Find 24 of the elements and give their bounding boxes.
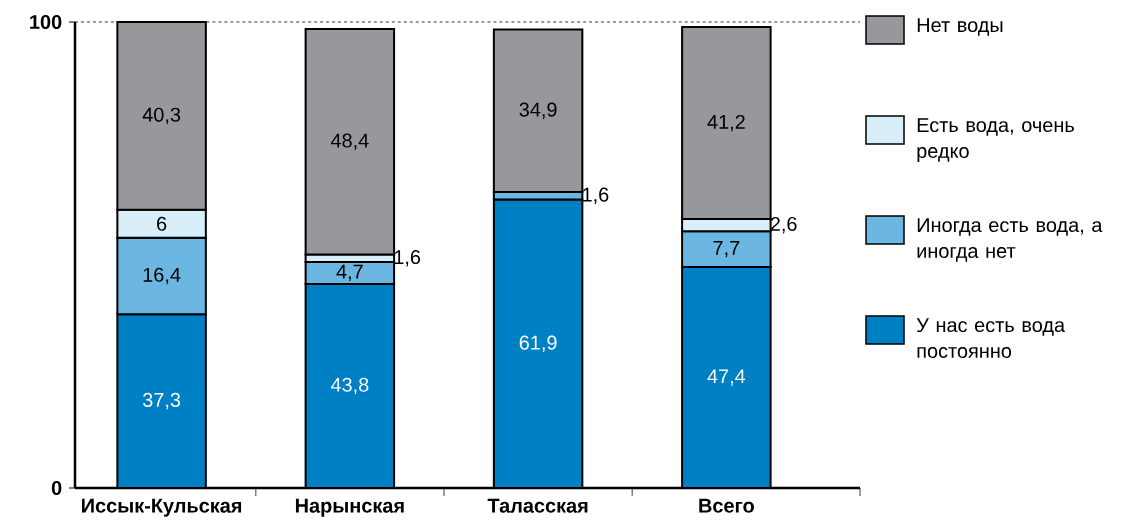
data-label: 16,4 xyxy=(143,267,181,285)
legend-label: Есть вода, очень редко xyxy=(917,118,1074,162)
x-tick-label: Всего xyxy=(699,498,754,513)
data-label: 40,3 xyxy=(142,107,181,125)
data-label: 4,7 xyxy=(336,264,363,282)
data-label: 1,6 xyxy=(394,250,421,267)
data-label: 41,2 xyxy=(707,114,745,132)
y-tick-label: 0 xyxy=(51,480,62,496)
data-label: 48,4 xyxy=(330,133,369,150)
data-label: 7,7 xyxy=(713,241,740,258)
x-tick-label: Таласская xyxy=(487,498,588,513)
data-label: 61,9 xyxy=(519,335,557,352)
x-tick-label: Иссык-Кульская xyxy=(82,498,242,517)
y-tick-label: 100 xyxy=(30,14,62,30)
data-label: 43,8 xyxy=(330,377,369,395)
data-label: 34,9 xyxy=(519,102,557,119)
data-label: 37,3 xyxy=(142,392,181,410)
legend-label: Нет воды xyxy=(917,18,1003,36)
data-label: 1,6 xyxy=(583,187,609,205)
legend-label: У нас есть вода постоянно xyxy=(916,318,1066,358)
x-tick-label: Нарынская xyxy=(295,498,404,517)
data-label: 6 xyxy=(157,216,167,231)
data-label: 47,4 xyxy=(707,369,746,386)
legend-label: Иногда есть вода, а иногда нет xyxy=(917,218,1103,262)
